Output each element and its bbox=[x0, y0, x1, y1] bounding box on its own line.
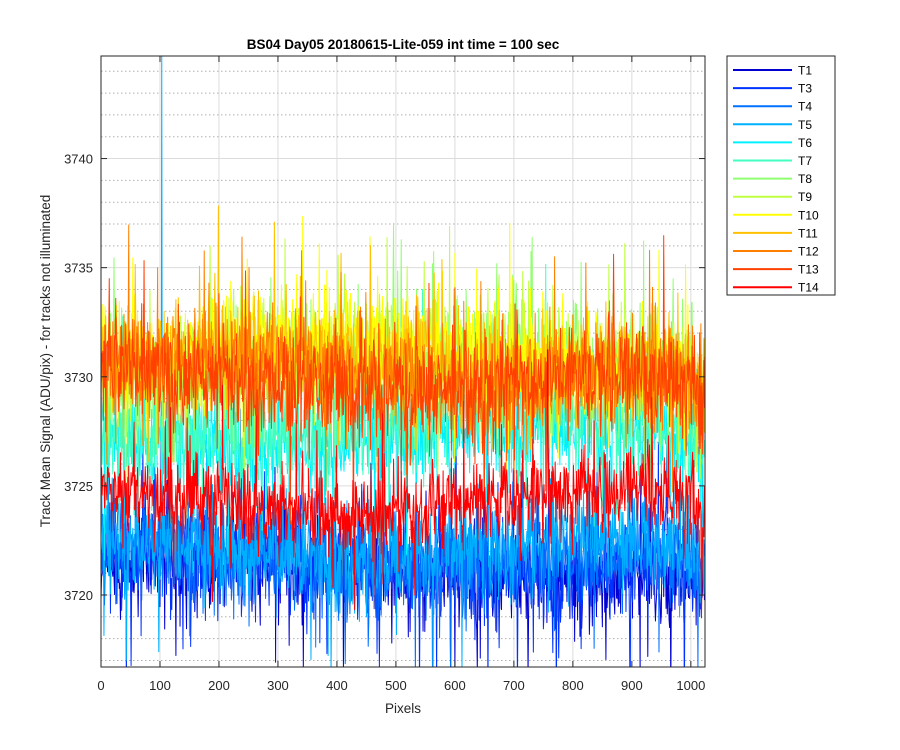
legend-label-t11: T11 bbox=[798, 226, 818, 240]
y-tick-labels: 3720 3725 3730 3735 3740 bbox=[64, 152, 93, 603]
legend-label-t14: T14 bbox=[798, 281, 819, 295]
legend-label-t7: T7 bbox=[798, 154, 812, 168]
legend-label-t3: T3 bbox=[798, 82, 812, 96]
x-axis-label: Pixels bbox=[385, 701, 421, 716]
x-tick-label: 300 bbox=[267, 678, 289, 693]
y-tick-label: 3730 bbox=[64, 370, 93, 385]
legend-label-t8: T8 bbox=[798, 172, 812, 186]
y-tick-label: 3720 bbox=[64, 588, 93, 603]
legend-label-t5: T5 bbox=[798, 118, 812, 132]
legend-box bbox=[726, 55, 836, 296]
x-tick-label: 0 bbox=[97, 678, 104, 693]
y-tick-label: 3725 bbox=[64, 479, 93, 494]
series-line-t9 bbox=[101, 225, 705, 522]
legend-label-t13: T13 bbox=[798, 263, 819, 277]
legend: T1 T3 T4 T5 T6 T7 T8 T9 T10 T11 T12 T13 T14 bbox=[726, 55, 836, 296]
x-tick-labels: 0 100 200 300 400 500 600 700 800 900 1000 bbox=[97, 678, 705, 693]
x-tick-label: 200 bbox=[208, 678, 230, 693]
x-tick-label: 100 bbox=[149, 678, 171, 693]
x-tick-label: 400 bbox=[326, 678, 348, 693]
legend-label-t6: T6 bbox=[798, 136, 812, 150]
axis-ticks bbox=[100, 56, 705, 667]
x-tick-label: 800 bbox=[562, 678, 584, 693]
x-tick-label: 600 bbox=[444, 678, 466, 693]
legend-label-t4: T4 bbox=[798, 100, 812, 114]
legend-label-t9: T9 bbox=[798, 190, 812, 204]
plot-frame bbox=[100, 55, 706, 668]
legend-label-t1: T1 bbox=[798, 64, 812, 78]
y-axis-label: Track Mean Signal (ADU/pix) - for tracks… bbox=[38, 195, 53, 528]
chart-title: BS04 Day05 20180615-Lite-059 int time = … bbox=[247, 37, 560, 52]
series-line-t13 bbox=[101, 235, 705, 538]
series-layer bbox=[101, 56, 705, 667]
y-tick-label: 3735 bbox=[64, 261, 93, 276]
x-tick-label: 700 bbox=[503, 678, 525, 693]
x-tick-label: 900 bbox=[621, 678, 643, 693]
x-tick-label: 500 bbox=[385, 678, 407, 693]
legend-label-t12: T12 bbox=[798, 245, 819, 259]
y-tick-label: 3740 bbox=[64, 152, 93, 167]
legend-label-t10: T10 bbox=[798, 208, 819, 222]
series-line-t14 bbox=[101, 349, 705, 619]
x-tick-label: 1000 bbox=[676, 678, 705, 693]
